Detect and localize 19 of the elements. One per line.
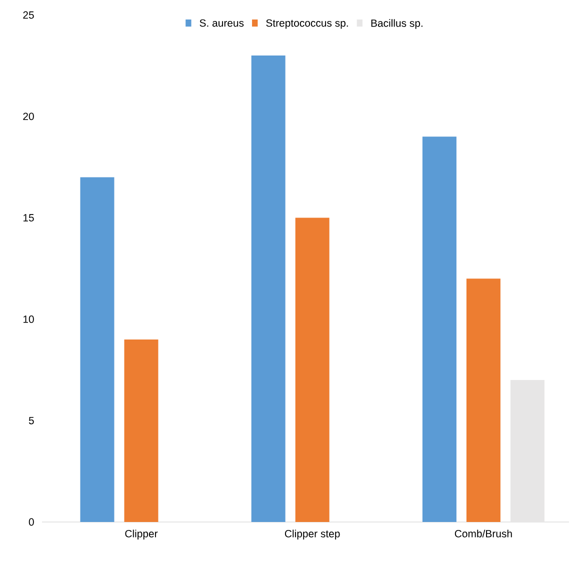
bar (422, 136, 456, 522)
y-tick-label: 25 (23, 11, 34, 19)
bar (295, 218, 330, 522)
bar (251, 56, 286, 522)
legend-label: S. aureus (200, 19, 244, 27)
bar (80, 177, 114, 522)
x-tick-label: Clipper step (284, 530, 340, 540)
bar (124, 339, 158, 522)
y-tick-label: 10 (23, 316, 34, 323)
y-tick-label: 0 (28, 518, 34, 526)
legend-label: Bacillus sp. (371, 19, 422, 29)
legend-label: Streptococcus sp. (266, 19, 348, 29)
bar (510, 380, 544, 522)
bar (466, 278, 500, 522)
y-tick-label: 20 (23, 112, 34, 120)
x-tick-label: Comb/Brush (454, 530, 512, 538)
y-tick-label: 15 (23, 214, 34, 222)
x-tick-label: Clipper (125, 530, 158, 540)
y-tick-label: 5 (28, 416, 34, 424)
